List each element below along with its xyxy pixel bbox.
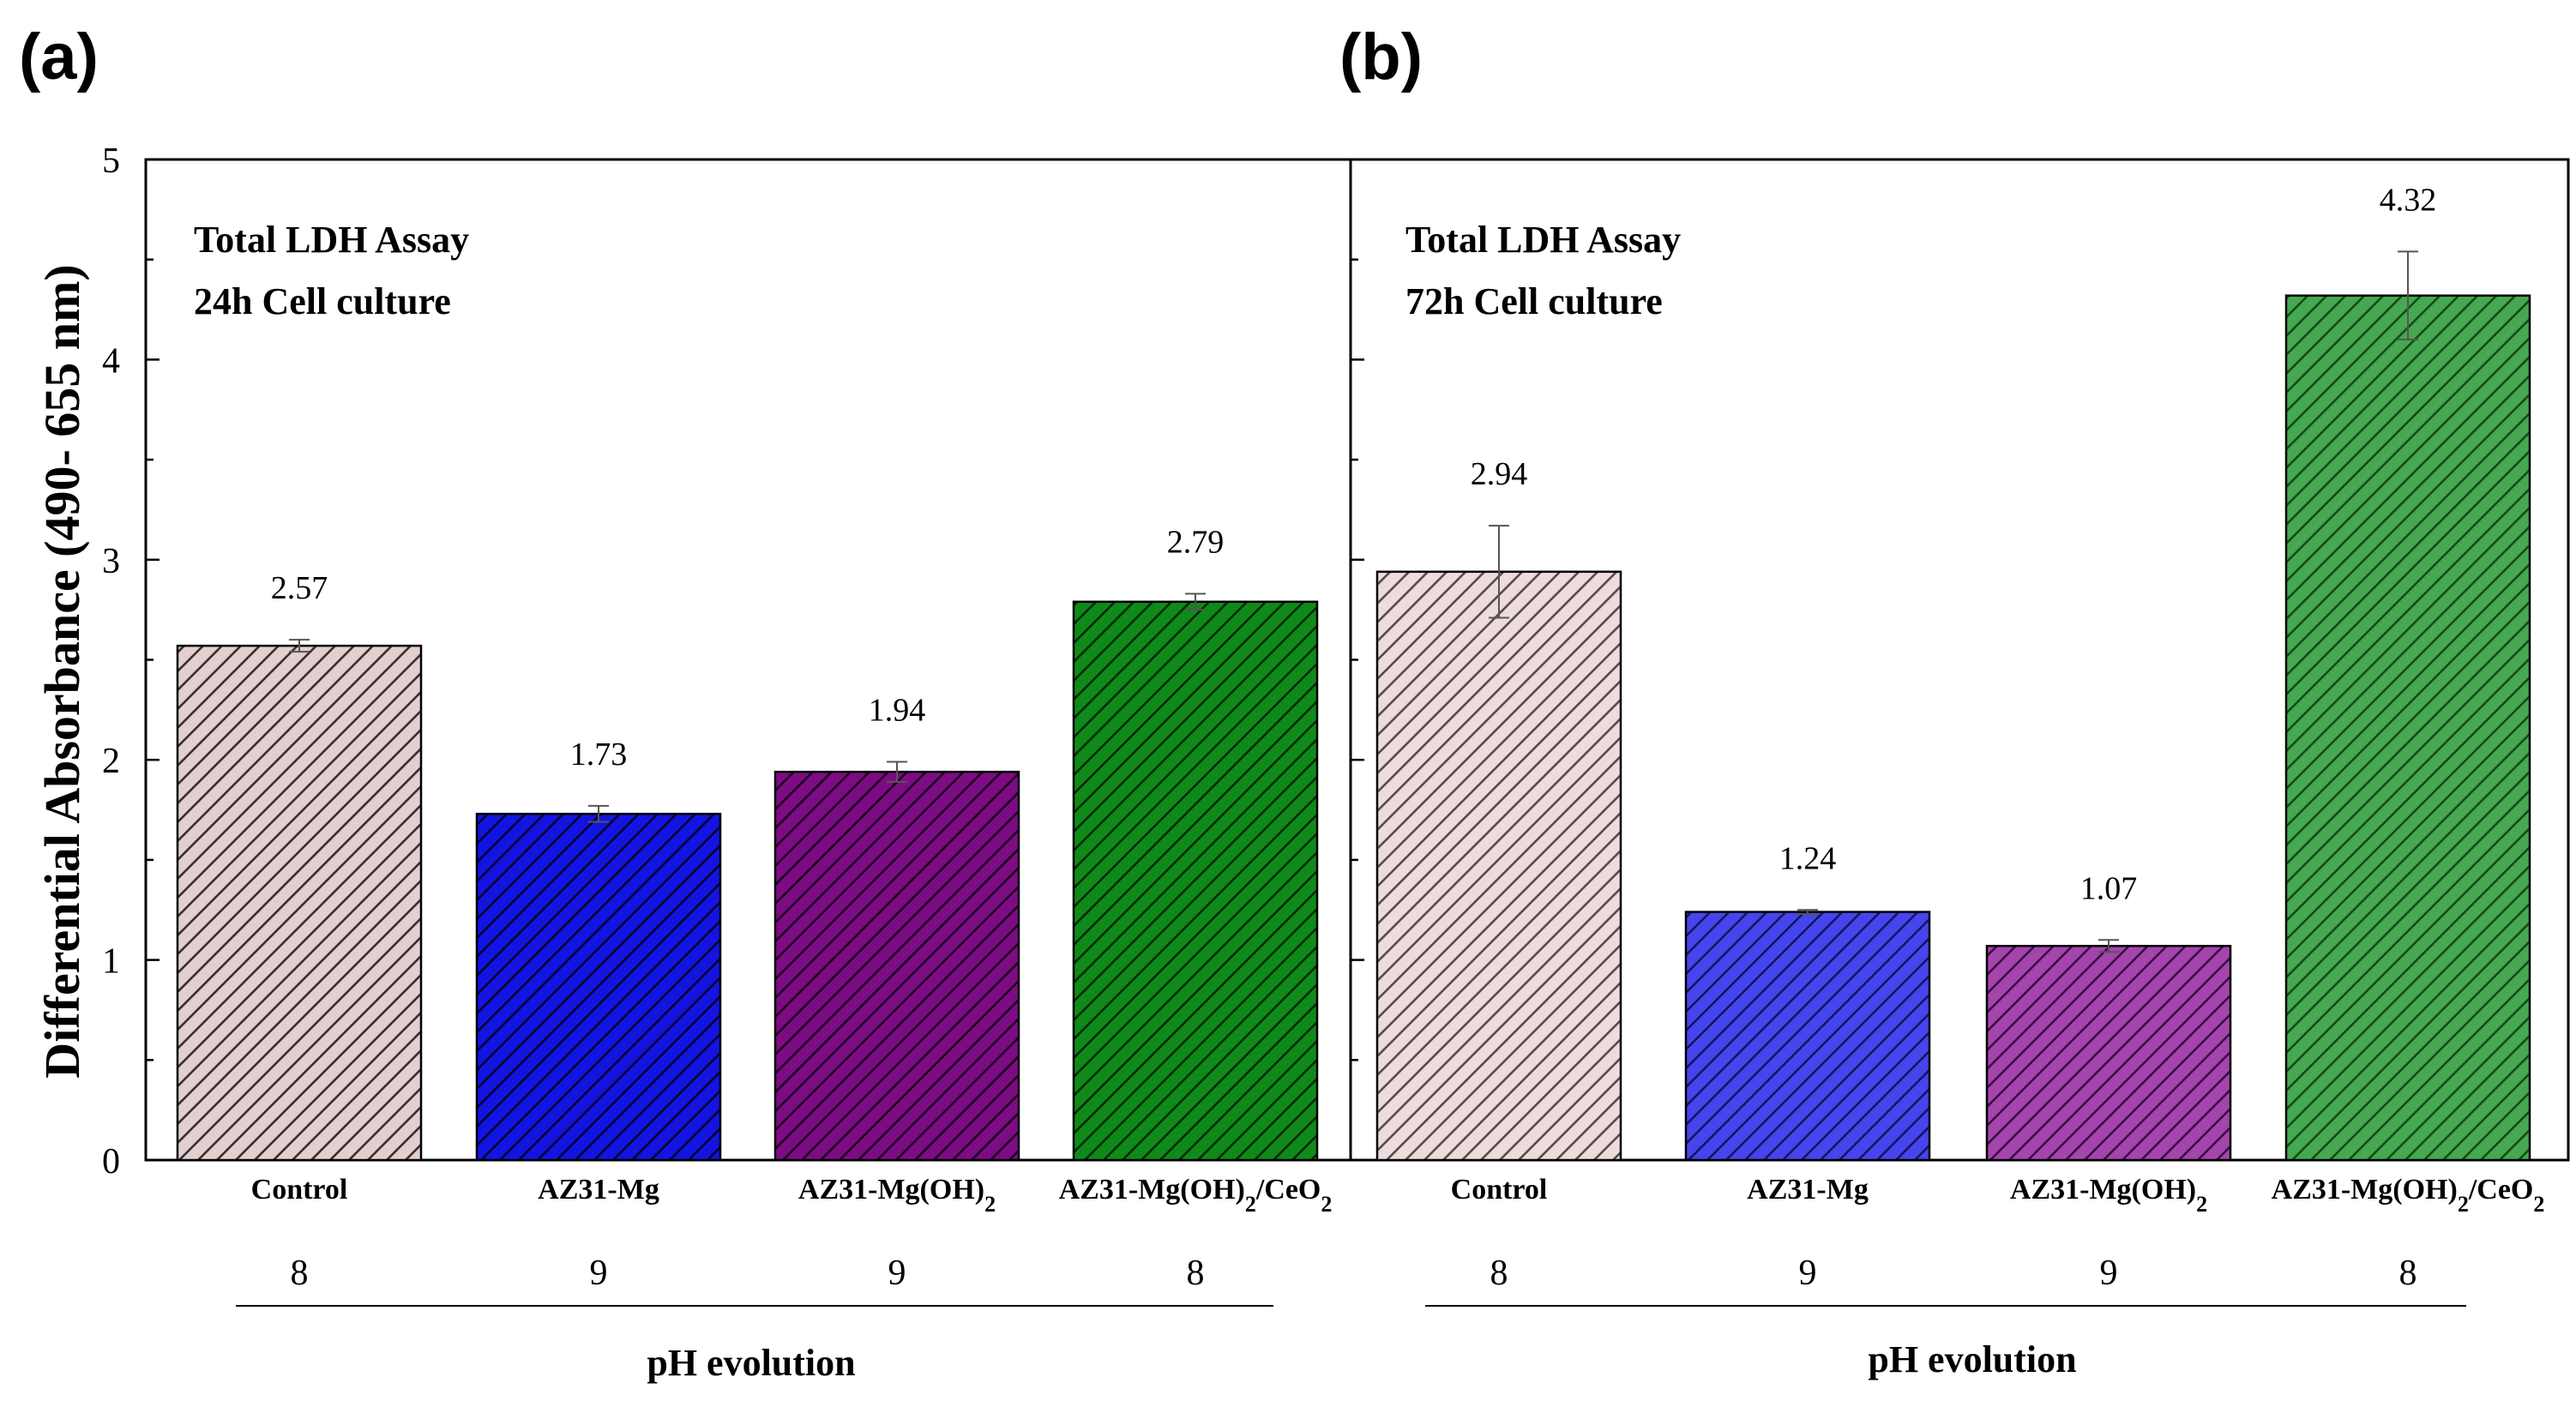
category-label-a-3: AZ31-Mg(OH)2 xyxy=(798,1174,996,1217)
y-tick-label: 2 xyxy=(102,742,120,781)
y-tick-label: 1 xyxy=(102,942,120,982)
panel-a-label: (a) xyxy=(19,21,99,93)
ph-value-a-2: 9 xyxy=(590,1254,608,1293)
category-label-b-3: AZ31-Mg(OH)2 xyxy=(2010,1174,2207,1217)
panel-b-ph-evolution-label: pH evolution xyxy=(1868,1338,2076,1380)
value-label-a-1: 2.57 xyxy=(271,570,328,606)
bar-a-4 xyxy=(1072,600,1319,1162)
y-tick-label: 0 xyxy=(102,1142,120,1182)
y-tick-label: 5 xyxy=(102,141,120,181)
value-label-a-4: 2.79 xyxy=(1167,524,1225,560)
value-label-a-3: 1.94 xyxy=(869,693,926,729)
category-label-a-1: Control xyxy=(251,1174,348,1206)
value-label-b-2: 1.24 xyxy=(1779,840,1837,876)
category-label-b-2: AZ31-Mg xyxy=(1747,1174,1869,1206)
bar-a-2 xyxy=(475,812,722,1162)
panel-a-ph-evolution-label: pH evolution xyxy=(647,1342,855,1384)
ph-value-a-3: 9 xyxy=(888,1254,906,1293)
ph-value-b-3: 9 xyxy=(2100,1254,2118,1293)
value-label-b-4: 4.32 xyxy=(2380,182,2437,218)
bar-a-3 xyxy=(773,770,1020,1162)
y-tick-label: 4 xyxy=(102,341,120,381)
ph-value-b-1: 8 xyxy=(1490,1254,1508,1293)
category-label-b-4: AZ31-Mg(OH)2/CeO2 xyxy=(2272,1174,2545,1217)
bar-b-3 xyxy=(1985,945,2232,1162)
bar-b-1 xyxy=(1375,570,1622,1162)
ph-value-a-4: 8 xyxy=(1187,1254,1205,1293)
category-label-a-4: AZ31-Mg(OH)2/CeO2 xyxy=(1059,1174,1333,1217)
bar-b-4 xyxy=(2284,294,2531,1162)
panel-b-title-line1: Total LDH Assay xyxy=(1405,219,1681,261)
value-label-b-3: 1.07 xyxy=(2080,870,2138,906)
panel-b-title-line2: 72h Cell culture xyxy=(1405,280,1663,322)
category-label-b-1: Control xyxy=(1451,1174,1548,1206)
value-label-a-2: 1.73 xyxy=(570,737,628,773)
panel-a-title-line2: 24h Cell culture xyxy=(194,280,451,322)
value-label-b-1: 2.94 xyxy=(1471,456,1528,492)
ph-value-b-4: 8 xyxy=(2399,1254,2417,1293)
bar-a-1 xyxy=(176,644,423,1162)
category-label-a-2: AZ31-Mg xyxy=(538,1174,659,1206)
y-tick-label: 3 xyxy=(102,542,120,581)
ph-value-b-2: 9 xyxy=(1799,1254,1817,1293)
panel-a-title-line1: Total LDH Assay xyxy=(194,219,469,261)
y-axis-title: Differential Absorbance (490- 655 nm) xyxy=(34,264,90,1078)
ph-value-a-1: 8 xyxy=(291,1254,309,1293)
bar-b-2 xyxy=(1684,911,1931,1162)
panel-b-label: (b) xyxy=(1339,21,1423,93)
